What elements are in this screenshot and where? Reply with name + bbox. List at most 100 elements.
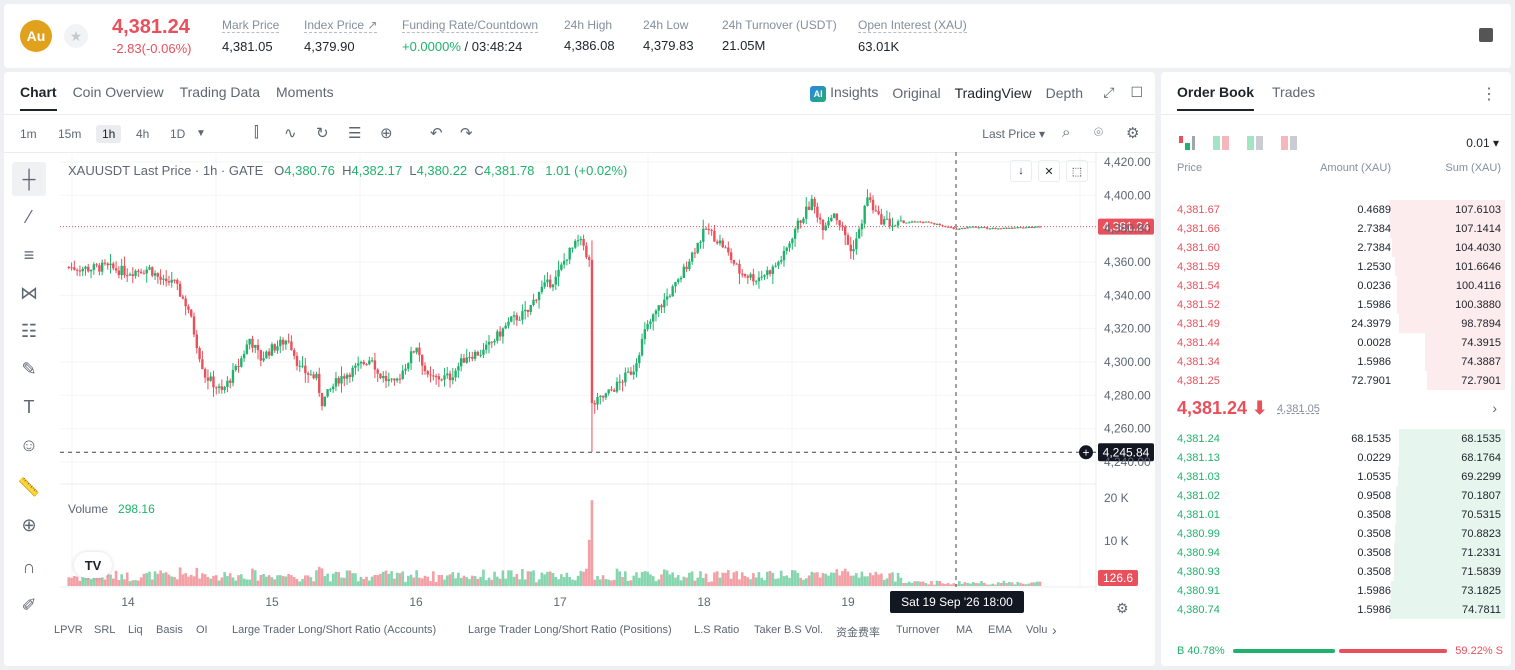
ask-row[interactable]: 4,381.44 0.0028 74.3915: [1161, 333, 1511, 352]
candle-body: [370, 360, 374, 362]
bid-row[interactable]: 4,381.02 0.9508 70.1807: [1161, 486, 1511, 505]
candle-body: [999, 228, 1003, 230]
stat-index-price[interactable]: Index Price ↗ 4,379.90: [304, 18, 378, 54]
zoom-in-tool-icon[interactable]: ⊕: [21, 514, 37, 535]
brush-tool-icon[interactable]: ✎: [21, 358, 37, 379]
bid-row[interactable]: 4,381.01 0.3508 70.5315: [1161, 505, 1511, 524]
bid-row[interactable]: 4,380.99 0.3508 70.8823: [1161, 524, 1511, 543]
indicator-item[interactable]: OI: [196, 624, 208, 636]
candle-body: [913, 221, 916, 223]
layout-bids-icon[interactable]: [1247, 136, 1263, 150]
indicators-icon[interactable]: ∿: [284, 125, 297, 142]
bid-row[interactable]: 4,380.91 1.5986 73.1825: [1161, 581, 1511, 600]
bid-row[interactable]: 4,380.94 0.3508 71.2331: [1161, 543, 1511, 562]
bid-row[interactable]: 4,380.93 0.3508 71.5839: [1161, 562, 1511, 581]
tradingview-logo-icon[interactable]: TV: [74, 552, 112, 578]
candlestick-chart[interactable]: 4,381.24 4,245.84 + Sat 19 Sep '26 18:00 4,4…: [60, 152, 1155, 666]
ask-row[interactable]: 4,381.34 1.5986 74.3887: [1161, 352, 1511, 371]
more-options-icon[interactable]: ⋮: [1481, 86, 1497, 103]
fullscreen-icon[interactable]: ⬚: [1066, 160, 1088, 182]
bid-row[interactable]: 4,381.24 68.1535 68.1535: [1161, 429, 1511, 448]
crosshair-tool-icon[interactable]: ┼: [12, 162, 46, 196]
bid-row[interactable]: 4,381.13 0.0229 68.1764: [1161, 448, 1511, 467]
redo-icon[interactable]: ↷: [460, 125, 473, 142]
layout-asks-icon[interactable]: [1281, 136, 1297, 150]
tab-chart[interactable]: Chart: [20, 84, 57, 111]
ask-row[interactable]: 4,381.49 24.3979 98.7894: [1161, 314, 1511, 333]
tab-original[interactable]: Original: [892, 85, 941, 101]
indicator-item[interactable]: SRL: [94, 624, 116, 636]
indicator-scroll-icon[interactable]: ›: [1052, 622, 1057, 638]
stat-open-interest[interactable]: Open Interest (XAU) 63.01K: [858, 18, 967, 54]
tab-moments[interactable]: Moments: [276, 84, 334, 100]
guide-book-icon[interactable]: [1479, 28, 1493, 42]
indicator-item[interactable]: Volu: [1026, 624, 1048, 636]
candle-body: [345, 374, 349, 379]
indicator-item[interactable]: Large Trader Long/Short Ratio (Accounts): [232, 624, 437, 636]
indicator-item[interactable]: Basis: [156, 624, 183, 636]
indicator-item[interactable]: Large Trader Long/Short Ratio (Positions…: [468, 624, 672, 636]
search-icon[interactable]: ⌕: [1062, 124, 1071, 141]
emoji-tool-icon[interactable]: ☺: [19, 434, 39, 455]
scroll-down-icon[interactable]: ↓: [1010, 160, 1032, 182]
indicator-item[interactable]: Turnover: [896, 624, 940, 636]
undo-icon[interactable]: ↶: [430, 125, 443, 142]
add-indicator-icon[interactable]: ⊕: [380, 125, 393, 142]
layout-both-icon[interactable]: [1179, 136, 1195, 150]
fib-tool-icon[interactable]: ☷: [20, 320, 38, 341]
indicator-item[interactable]: LPVR: [54, 624, 83, 636]
tick-size-select[interactable]: 0.01 ▾: [1466, 136, 1499, 150]
ask-row[interactable]: 4,381.67 0.4689 107.6103: [1161, 200, 1511, 219]
ask-row[interactable]: 4,381.54 0.0236 100.4116: [1161, 276, 1511, 295]
ask-row[interactable]: 4,381.59 1.2530 101.6646: [1161, 257, 1511, 276]
timeframe-1m[interactable]: 1m: [20, 127, 37, 141]
indicator-item[interactable]: 资金费率: [836, 627, 880, 639]
stat-funding-rate[interactable]: Funding Rate/Countdown +0.0000% / 03:48:…: [402, 18, 539, 54]
pencil-lock-tool-icon[interactable]: ✐: [21, 594, 37, 615]
timeframe-15m[interactable]: 15m: [58, 127, 82, 141]
camera-icon[interactable]: ⌾: [1094, 124, 1104, 141]
candle-type-icon[interactable]: ⫿: [254, 124, 259, 141]
chart-settings-icon[interactable]: ⚙: [1116, 600, 1129, 616]
pattern-tool-icon[interactable]: ⋈: [20, 282, 38, 303]
layout-both-alt-icon[interactable]: [1213, 136, 1229, 150]
tab-insights[interactable]: AI Insights: [810, 84, 878, 102]
tab-trades[interactable]: Trades: [1272, 84, 1316, 100]
indicator-item[interactable]: Taker B.S Vol.: [754, 624, 824, 636]
close-icon[interactable]: ✕: [1038, 160, 1060, 182]
timeframe-1d[interactable]: 1D: [170, 127, 186, 141]
tab-coin-overview[interactable]: Coin Overview: [72, 84, 164, 100]
text-tool-icon[interactable]: T: [23, 396, 35, 417]
indicator-item[interactable]: EMA: [988, 624, 1012, 636]
timeframe-dropdown-icon[interactable]: ▼: [196, 128, 206, 139]
ruler-tool-icon[interactable]: 📏: [17, 476, 41, 497]
ask-row[interactable]: 4,381.52 1.5986 100.3880: [1161, 295, 1511, 314]
expand-icon[interactable]: ⤢: [1103, 84, 1115, 100]
trend-line-tool-icon[interactable]: ⁄: [27, 206, 31, 227]
add-alert-icon[interactable]: [1079, 445, 1093, 460]
chevron-right-icon[interactable]: ›: [1492, 400, 1497, 416]
settings-list-icon[interactable]: ☰: [348, 125, 362, 142]
ask-row[interactable]: 4,381.60 2.7384 104.4030: [1161, 238, 1511, 257]
price-type-select[interactable]: Last Price ▾: [982, 127, 1045, 141]
magnet-tool-icon[interactable]: ∩: [22, 556, 36, 577]
refresh-icon[interactable]: ↻: [316, 125, 329, 142]
horizontal-lines-tool-icon[interactable]: ≡: [23, 244, 35, 265]
favorite-star-icon[interactable]: ★: [64, 24, 88, 48]
window-icon[interactable]: ☐: [1130, 84, 1143, 100]
bid-row[interactable]: 4,380.74 1.5986 74.7811: [1161, 600, 1511, 619]
stat-mark-price[interactable]: Mark Price 4,381.05: [222, 18, 280, 54]
indicator-item[interactable]: L.S Ratio: [694, 624, 740, 636]
indicator-item[interactable]: MA: [956, 624, 973, 636]
ask-row[interactable]: 4,381.66 2.7384 107.1414: [1161, 219, 1511, 238]
ask-row[interactable]: 4,381.25 72.7901 72.7901: [1161, 371, 1511, 390]
tab-trading-data[interactable]: Trading Data: [179, 84, 261, 100]
gear-icon[interactable]: ⚙: [1126, 125, 1140, 142]
tab-depth[interactable]: Depth: [1045, 85, 1083, 101]
timeframe-1h[interactable]: 1h: [96, 125, 122, 143]
indicator-item[interactable]: Liq: [128, 624, 143, 636]
timeframe-4h[interactable]: 4h: [136, 127, 150, 141]
bid-row[interactable]: 4,381.03 1.0535 69.2299: [1161, 467, 1511, 486]
tab-tradingview[interactable]: TradingView: [954, 85, 1032, 101]
tab-order-book[interactable]: Order Book: [1177, 84, 1255, 111]
